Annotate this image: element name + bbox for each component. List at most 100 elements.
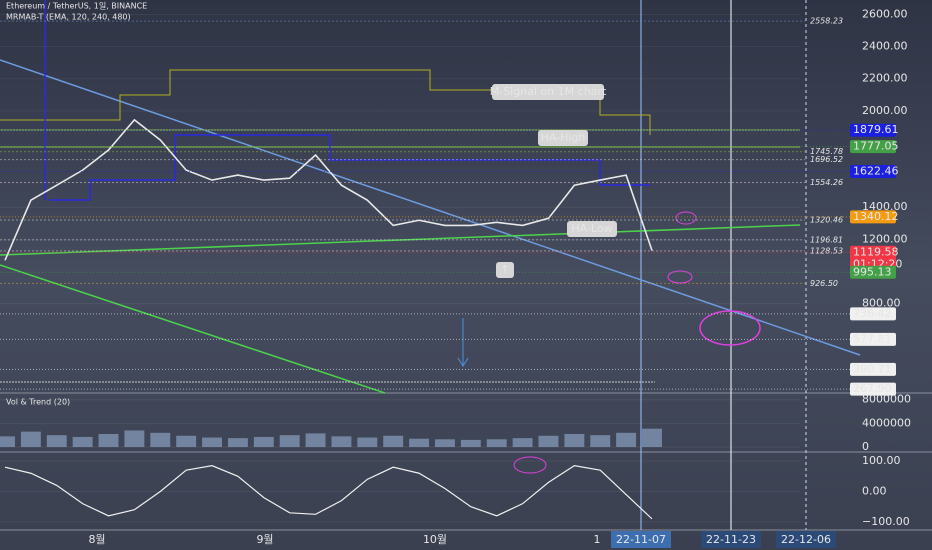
volume-bar (383, 435, 404, 447)
level-label: 1320.46 (810, 216, 843, 225)
volume-bar (564, 434, 585, 447)
x-tick-label: 1 (594, 533, 601, 546)
y-tick-label: 2400.00 (862, 40, 908, 53)
price-tag-label: 577.81 (853, 332, 892, 345)
price-tag (850, 307, 896, 321)
volume-bar (642, 428, 662, 447)
y-tick-label: 8000000 (862, 393, 911, 406)
trend-line (0, 264, 386, 394)
date-tag (701, 531, 761, 548)
price-tag (850, 210, 896, 224)
date-tag (611, 531, 671, 548)
y-tick-label: 0.00 (862, 485, 887, 498)
x-tick-label: 8월 (88, 533, 105, 546)
price-tag (850, 165, 896, 179)
price-tag-label: 390.71 (853, 362, 892, 375)
price-tag (850, 123, 896, 137)
volume-bar (538, 435, 559, 447)
level-label: 926.50 (810, 279, 838, 288)
y-tick-label: 4000000 (862, 416, 911, 429)
annotation: ↑ (500, 263, 509, 276)
price-tag (850, 332, 896, 346)
y-tick-label: 100.00 (862, 454, 901, 467)
y-tick-label: 1400.00 (862, 200, 908, 213)
price-tag (850, 245, 896, 272)
highlight-circle (699, 310, 761, 346)
date-tag-label: 22-11-07 (616, 533, 666, 546)
annotation: M-Signal on 1M chart (490, 85, 607, 98)
price-tag-label: 1622.46 (853, 165, 899, 178)
panel-title: Vol & Trend (20) (6, 398, 70, 407)
x-tick-label: 10월 (423, 533, 447, 546)
volume-bar (124, 430, 145, 447)
price-line (4, 118, 653, 261)
indicator-line (0, 69, 651, 135)
volume-bar (460, 439, 481, 447)
volume-bar (357, 437, 378, 447)
volume-bar (98, 434, 119, 447)
y-tick-label: −100.00 (862, 515, 910, 528)
level-label: 2558.23 (810, 17, 843, 26)
y-tick-label: 0 (862, 440, 869, 453)
y-tick-label: 1200.00 (862, 232, 908, 245)
y-tick-label: 2200.00 (862, 72, 908, 85)
volume-bar (616, 432, 637, 447)
price-tag-label: 1777.05 (853, 140, 899, 153)
trend-line (0, 59, 861, 356)
x-tick-label: 9월 (256, 533, 273, 546)
y-tick-label: 2000.00 (862, 104, 908, 117)
highlight-circle (675, 211, 697, 225)
volume-bar (150, 432, 171, 447)
indicator-line (44, 0, 650, 201)
price-tag-label: 1879.61 (853, 123, 899, 136)
level-label: 1554.26 (810, 178, 843, 187)
annotation-box (567, 221, 617, 237)
volume-bar (331, 436, 352, 447)
price-line (4, 465, 653, 520)
level-label: 1128.53 (810, 246, 843, 255)
price-tag-label: 995.13 (853, 265, 892, 278)
volume-bar (202, 437, 222, 447)
annotation-box (492, 84, 604, 100)
annotation-box (496, 262, 514, 278)
volume-bar (20, 431, 41, 447)
volume-bar (512, 438, 533, 447)
price-tag-label: 1340.12 (853, 210, 899, 223)
volume-bar (72, 436, 93, 447)
annotation: HA-High (541, 131, 586, 144)
volume-bar (253, 436, 274, 447)
level-label: 1196.81 (810, 235, 843, 244)
highlight-circle (513, 456, 547, 474)
price-tag (850, 140, 896, 154)
price-tag (850, 265, 896, 279)
date-tag-label: 22-12-06 (781, 533, 831, 546)
chart-subtitle: MRMAB-T (EMA, 120, 240, 480) (6, 13, 131, 22)
chart-title: Ethereum / TetherUS, 1일, BINANCE (6, 2, 147, 11)
price-tag (850, 382, 896, 396)
volume-bar (46, 435, 67, 447)
annotation: HA-Low (571, 222, 612, 235)
y-tick-label: 800.00 (862, 297, 901, 310)
level-label: 1696.52 (810, 155, 843, 164)
volume-bar (305, 433, 326, 447)
price-tag-label: 267.90 (853, 382, 892, 395)
volume-bar (227, 438, 248, 447)
level-label: 1745.78 (810, 147, 843, 156)
volume-bar (0, 436, 15, 447)
annotation-box (538, 130, 588, 146)
price-tag (850, 362, 896, 376)
volume-bar (590, 435, 611, 447)
volume-bar (435, 439, 455, 447)
volume-bar (176, 435, 197, 447)
price-tag-label: 1119.58 (853, 245, 899, 258)
volume-bar (486, 439, 507, 447)
price-tag-label: 736.42 (853, 307, 892, 320)
date-tag-label: 22-11-23 (706, 533, 756, 546)
arrow (457, 318, 469, 367)
volume-bar (279, 435, 300, 447)
volume-bar (409, 438, 430, 447)
date-tag (776, 531, 836, 548)
y-tick-label: 2600.00 (862, 7, 908, 20)
